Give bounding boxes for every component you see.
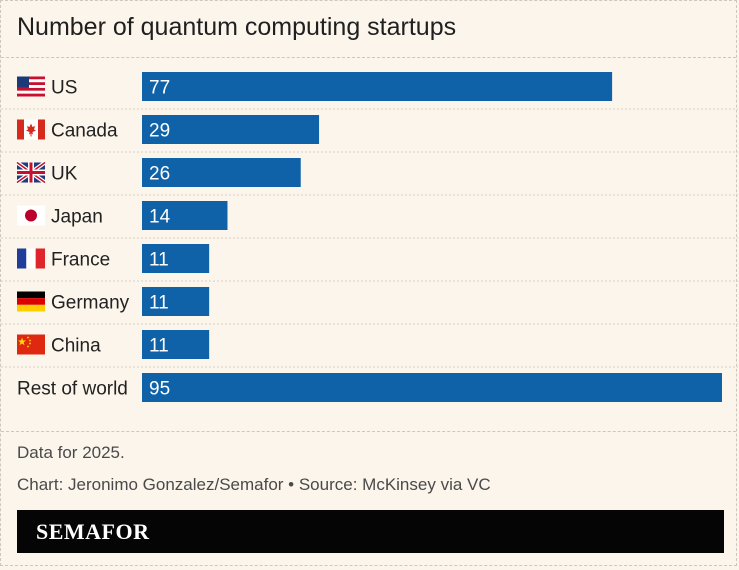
category-label: Canada: [51, 121, 118, 142]
canada-flag-icon: [17, 119, 45, 140]
bar-chart: US 77 Canada 29 UK 26 Japan 14 France 11 Germany 11…: [1, 72, 738, 402]
category-label: US: [51, 78, 77, 99]
value-label: 26: [149, 164, 170, 185]
source-credit: Chart: Jeronimo Gonzalez/Semafor • Sourc…: [17, 475, 491, 494]
category-label: France: [51, 250, 110, 271]
bar-france: [142, 244, 210, 273]
brand-banner: SEMAFOR: [17, 510, 724, 553]
bar-rest-of-world: [142, 373, 722, 402]
category-label: UK: [51, 164, 78, 185]
value-label: 14: [149, 207, 171, 228]
footnote: Data for 2025.: [17, 443, 125, 462]
value-label: 95: [149, 379, 170, 400]
footer-divider: [1, 431, 736, 432]
bar-china: [142, 330, 210, 359]
category-label: China: [51, 336, 101, 357]
bar-canada: [142, 115, 320, 144]
category-label: Germany: [51, 293, 130, 314]
bar-japan: [142, 201, 228, 230]
value-label: 11: [149, 336, 169, 357]
category-label: Rest of world: [17, 379, 128, 400]
value-label: 77: [149, 78, 170, 99]
japan-flag-icon: [17, 205, 45, 226]
bar-germany: [142, 287, 210, 316]
uk-flag-icon: [15, 160, 47, 185]
germany-flag-icon: [17, 291, 45, 312]
value-label: 11: [149, 250, 169, 271]
value-label: 29: [149, 121, 170, 142]
page-title: Number of quantum computing startups: [17, 13, 457, 41]
bar-us: [142, 72, 613, 101]
category-label: Japan: [51, 207, 103, 228]
us-flag-icon: [17, 76, 45, 97]
title-divider: [1, 57, 736, 58]
france-flag-icon: [17, 248, 45, 269]
value-label: 11: [149, 293, 169, 314]
brand-logo: SEMAFOR: [36, 519, 150, 544]
bar-uk: [142, 158, 301, 187]
china-flag-icon: [17, 334, 45, 355]
